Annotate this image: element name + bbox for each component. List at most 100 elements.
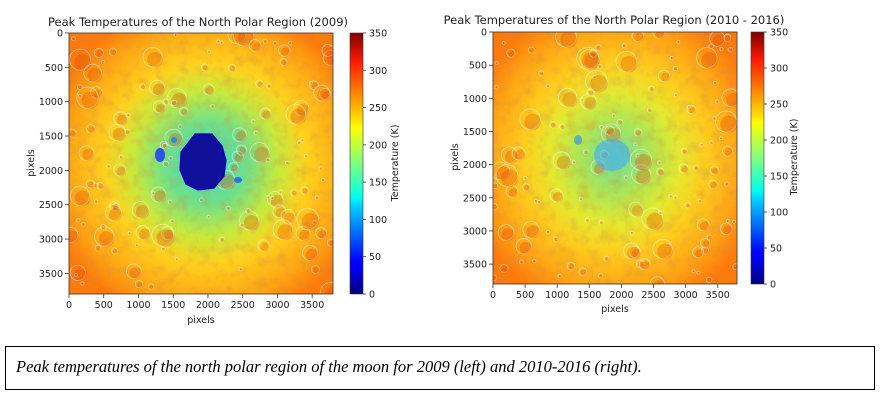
crater-rim — [76, 218, 81, 223]
crater-rim — [245, 207, 252, 214]
crater-rim — [202, 83, 215, 96]
crater-rim — [296, 140, 302, 145]
crater-rim — [494, 85, 499, 90]
crater-floor — [82, 223, 86, 227]
crater-rim — [96, 182, 105, 190]
crater-rim — [616, 119, 624, 126]
crater-floor — [234, 153, 244, 163]
crater-floor — [710, 141, 714, 145]
right-colorbar-tick-label: 250 — [770, 100, 788, 111]
crater-floor — [725, 92, 737, 107]
crater-rim — [219, 236, 225, 243]
crater-floor — [505, 150, 519, 164]
right-y-tick-label: 500 — [469, 61, 487, 72]
crater-rim — [149, 79, 166, 96]
crater-rim — [599, 124, 604, 130]
crater-floor — [286, 161, 290, 165]
crater-rim — [585, 69, 608, 93]
crater-floor — [634, 143, 637, 146]
crater-floor — [69, 230, 79, 243]
crater-floor — [156, 229, 175, 247]
crater-rim — [566, 261, 575, 271]
right-colorbar-tick-label: 200 — [770, 136, 788, 147]
right-y-tick-label: 0 — [481, 28, 487, 39]
crater-floor — [538, 201, 541, 204]
crater-rim — [232, 33, 255, 47]
left-x-tick-label: 2500 — [231, 300, 255, 311]
crater-floor — [612, 114, 616, 118]
crater-rim — [611, 113, 616, 118]
crater-rim — [309, 80, 319, 90]
crater-floor — [318, 230, 327, 239]
crater-floor — [501, 228, 515, 241]
crater-floor — [172, 101, 177, 106]
crater-rim — [164, 128, 183, 148]
crater-floor — [69, 130, 77, 138]
left-colorbar-tick-label: 100 — [369, 215, 387, 226]
crater-rim — [501, 41, 506, 45]
crater-rim — [720, 222, 733, 235]
crater-floor — [110, 49, 117, 56]
crater-floor — [533, 259, 537, 263]
crater-floor — [725, 182, 729, 187]
crater-rim — [126, 263, 142, 280]
crater-rim — [527, 46, 535, 54]
crater-rim — [629, 148, 652, 171]
crater-rim — [500, 146, 519, 164]
crater-rim — [272, 219, 293, 240]
crater-rim — [290, 188, 298, 197]
right-y-axis-label: pixels — [450, 143, 461, 170]
crater-rim — [262, 38, 268, 44]
crater-floor — [96, 246, 102, 252]
crater-floor — [162, 247, 166, 251]
crater-floor — [315, 196, 319, 200]
crater-floor — [709, 45, 714, 49]
crater-floor — [88, 181, 95, 189]
crater-rim — [646, 107, 653, 113]
crater-rim — [709, 140, 714, 145]
crater-floor — [297, 103, 310, 116]
crater-rim — [90, 86, 103, 99]
crater-floor — [119, 155, 123, 159]
crater-floor — [305, 248, 318, 261]
crater-floor — [98, 183, 104, 190]
crater-floor — [262, 110, 272, 120]
crater-rim — [669, 56, 674, 60]
crater-rim — [598, 219, 604, 225]
crater-rim — [580, 93, 597, 110]
crater-rim — [584, 217, 590, 223]
crater-floor — [328, 240, 333, 247]
crater-floor — [581, 98, 584, 102]
crater-floor — [254, 146, 270, 163]
crater-floor — [508, 50, 516, 58]
crater-floor — [686, 203, 691, 209]
crater-floor — [692, 270, 696, 273]
crater-floor — [667, 244, 670, 247]
crater-floor — [699, 221, 710, 231]
crater-rim — [518, 259, 524, 265]
crater-floor — [551, 122, 557, 128]
crater-rim — [93, 47, 104, 58]
crater-rim — [595, 44, 602, 51]
crater-floor — [164, 99, 169, 105]
left-colorbar-tick-label: 200 — [369, 140, 387, 151]
crater-floor — [599, 274, 603, 278]
crater-floor — [720, 137, 723, 140]
crater-floor — [520, 260, 524, 264]
crater-floor — [720, 115, 737, 133]
crater-rim — [589, 49, 598, 58]
crater-rim — [708, 179, 718, 189]
crater-floor — [634, 153, 653, 172]
crater-rim — [124, 128, 131, 135]
crater-floor — [87, 68, 102, 83]
crater-rim — [228, 162, 239, 173]
crater-rim — [686, 105, 691, 110]
crater-rim — [216, 39, 221, 44]
crater-floor — [208, 50, 211, 54]
crater-rim — [696, 270, 701, 275]
crater-rim — [629, 230, 634, 235]
crater-rim — [167, 199, 173, 205]
crater-floor — [217, 40, 220, 44]
crater-floor — [641, 261, 651, 271]
